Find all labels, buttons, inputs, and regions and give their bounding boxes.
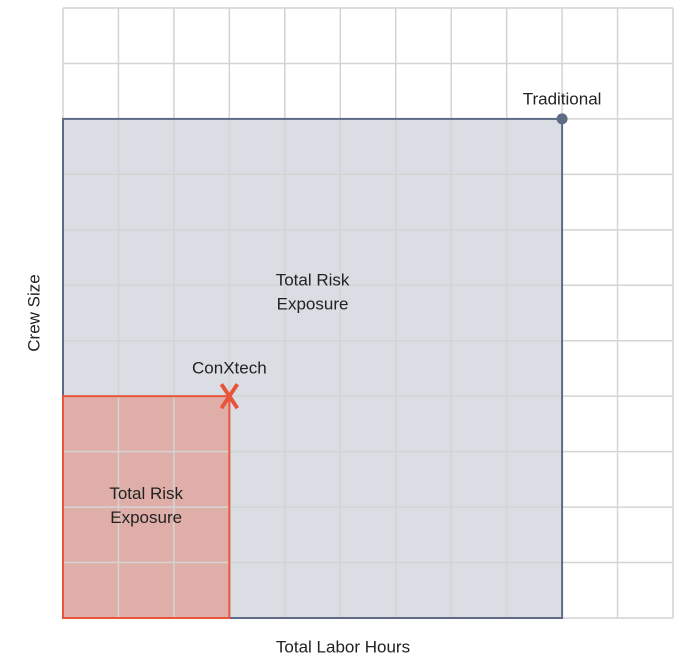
- risk-area-outline: [62, 117, 564, 619]
- area-label-line: Exposure: [277, 295, 349, 314]
- area-label-line: Total Risk: [276, 271, 350, 290]
- area-label-line: Exposure: [110, 509, 182, 528]
- x-axis-label: Total Labor Hours: [276, 637, 410, 656]
- point-stroke: [219, 383, 240, 410]
- point: [219, 383, 240, 410]
- point-label: Traditional: [523, 89, 602, 108]
- risk-area: [63, 118, 563, 618]
- y-axis-label: Crew Size: [24, 274, 43, 351]
- area-label: Total Risk Exposure: [109, 485, 183, 528]
- point-label: ConXtech: [192, 359, 267, 378]
- risk-area-outline: [62, 395, 231, 619]
- area-label-line: Total Risk: [109, 485, 183, 504]
- area-label: Total Risk Exposure: [276, 271, 350, 314]
- point: [556, 113, 568, 125]
